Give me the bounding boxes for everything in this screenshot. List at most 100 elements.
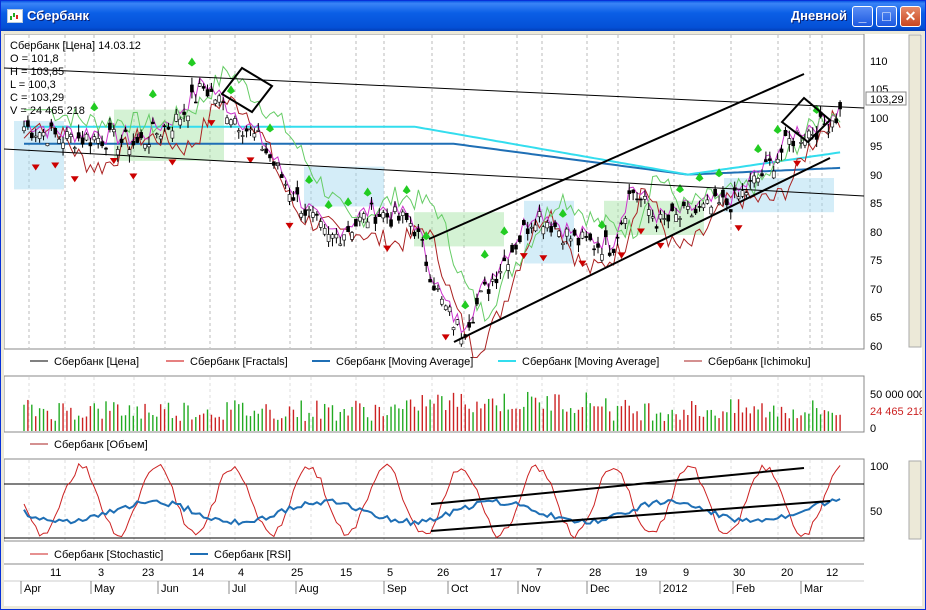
candle-body (522, 220, 526, 225)
candle-body (662, 218, 667, 220)
candle-body (592, 248, 596, 251)
fractal-down-marker (636, 228, 645, 235)
candle-body (104, 147, 108, 150)
fractal-down-marker (578, 260, 587, 267)
time-axis-day: 26 (437, 567, 449, 579)
price-scrollbar[interactable] (908, 34, 922, 348)
candle-body (541, 226, 546, 235)
candle-body (654, 226, 659, 229)
candle-body (615, 236, 620, 239)
fractal-up-marker (695, 172, 704, 182)
legend-label: Сбербанк [Объем] (54, 439, 148, 451)
ohlc-low: L = 100,3 (10, 79, 56, 91)
price-tick: 90 (870, 170, 882, 182)
candle-body (350, 232, 354, 240)
fractal-up-marker (402, 185, 411, 195)
fractal-down-marker (519, 253, 528, 260)
candle-body (119, 138, 124, 143)
candle-body (151, 121, 155, 125)
candle-body (494, 278, 499, 284)
candle-body (666, 214, 671, 222)
title-bar[interactable]: Сбербанк Дневной _ □ ✕ (1, 1, 925, 31)
fractal-down-marker (793, 160, 802, 167)
legend-label: Сбербанк [Moving Average] (336, 356, 473, 368)
osc-trend-line (430, 467, 805, 505)
candle-body (248, 128, 253, 131)
candle-body (37, 132, 42, 139)
trend-line (3, 67, 865, 109)
candle-body (143, 144, 147, 149)
candle-body (326, 234, 331, 242)
trend-line (453, 157, 831, 343)
candle-body (576, 237, 581, 246)
time-axis-month: Oct (451, 583, 468, 595)
minimize-button[interactable]: _ (852, 6, 873, 27)
candle-body (65, 131, 69, 139)
fractal-down-marker (656, 242, 665, 249)
candle-body (389, 219, 393, 227)
candle-body (525, 228, 530, 234)
candle-body (713, 188, 717, 197)
time-axis-month: Jul (232, 583, 246, 595)
moving-average-line (24, 125, 841, 176)
fractal-up-marker (558, 208, 567, 218)
legend-label: Сбербанк [Fractals] (190, 356, 288, 368)
candle-body (49, 122, 54, 127)
last-price: 103,29 (870, 94, 904, 106)
candle-body (447, 306, 452, 313)
candle-body (584, 236, 589, 238)
candle-body (451, 327, 456, 331)
candle-body (354, 218, 358, 227)
candle-body (717, 202, 721, 205)
candle-body (643, 195, 647, 200)
period-label[interactable]: Дневной (790, 8, 847, 23)
price-panel (3, 33, 865, 350)
candle-body (416, 228, 421, 232)
candle-body (197, 83, 202, 87)
candle-body (205, 89, 210, 97)
candle-body (201, 86, 206, 89)
ohlc-close: C = 103,29 (10, 92, 64, 104)
candle-body (705, 199, 710, 204)
candle-body (404, 212, 409, 220)
candle-body (537, 211, 542, 218)
candle-body (57, 138, 61, 144)
ichimoku-line (24, 65, 841, 323)
candle-body (162, 125, 167, 128)
osc-trend-line (430, 500, 831, 532)
maximize-icon: □ (882, 8, 891, 24)
candle-body (393, 206, 397, 212)
fractal-up-marker (90, 102, 99, 112)
stock-chart[interactable]: Сбербанк [Цена] 14.03.12 O = 101,8 H = 1… (3, 33, 925, 606)
fractal-up-marker (754, 143, 763, 153)
osc-scrollbar[interactable] (908, 460, 922, 540)
chart-area: Сбербанк [Цена] 14.03.12 O = 101,8 H = 1… (3, 33, 925, 606)
moving-average-line (24, 142, 841, 176)
candle-body (588, 233, 592, 241)
candle-body (53, 128, 58, 135)
candle-body (506, 264, 510, 271)
maximize-button[interactable]: □ (876, 6, 897, 27)
candle-body (627, 190, 632, 194)
candle-body (686, 206, 690, 210)
time-axis-month: Feb (736, 583, 755, 595)
fractal-down-marker (129, 173, 138, 180)
ohlc-volume: V = 24 465 218 (10, 105, 85, 117)
candle-body (697, 206, 702, 208)
legend-label: Сбербанк [Цена] (54, 356, 139, 368)
fractal-up-marker (363, 187, 372, 197)
candle-body (307, 209, 311, 211)
fractal-down-marker (31, 164, 40, 171)
candle-body (115, 149, 120, 156)
candle-body (358, 216, 362, 222)
candle-body (318, 221, 323, 228)
candle-body (225, 117, 229, 124)
close-button[interactable]: ✕ (900, 6, 921, 27)
candle-body (112, 129, 116, 133)
candle-body (240, 135, 245, 137)
candle-body (549, 226, 553, 233)
candle-body (424, 261, 428, 266)
candle-body (768, 158, 772, 161)
candle-body (834, 118, 838, 123)
